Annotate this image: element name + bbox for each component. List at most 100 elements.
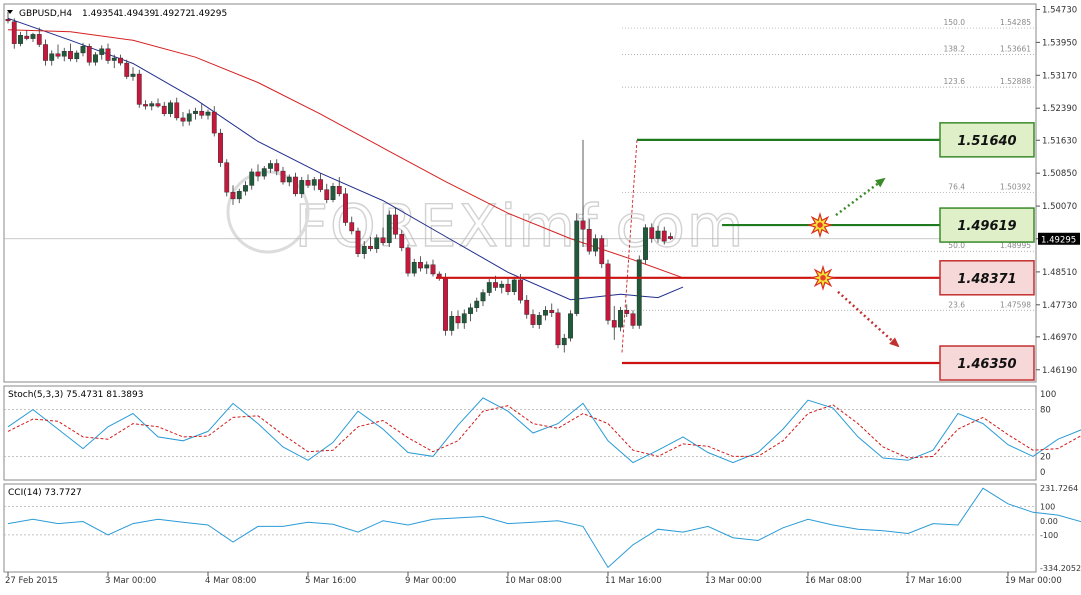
price-tick-label: 1.47730	[1042, 301, 1077, 311]
cci-tick-label: 0.00	[1040, 517, 1058, 526]
arrow-head	[889, 337, 900, 348]
bearish-candle	[24, 35, 30, 39]
price-tick-label: 1.51630	[1042, 136, 1077, 146]
bearish-candle	[399, 234, 405, 249]
bullish-candle	[374, 237, 380, 249]
bearish-candle	[318, 179, 323, 190]
bearish-candle	[230, 191, 236, 200]
time-tick-label: 5 Mar 16:00	[305, 576, 356, 586]
bearish-candle	[393, 214, 398, 235]
candlestick-series	[5, 11, 673, 353]
moving-average-1-line	[7, 17, 684, 301]
bearish-candle	[549, 310, 555, 314]
ohlc-value: 1.49295	[190, 9, 227, 19]
stoch-tick-label: 100	[1040, 390, 1056, 400]
bearish-candle	[305, 180, 311, 186]
bearish-candle	[211, 111, 217, 134]
burst-core	[817, 222, 823, 228]
cci-tick-label: -100	[1040, 531, 1058, 540]
bullish-candle	[593, 238, 598, 252]
fib-ratio-label: 138.2	[944, 45, 966, 54]
bearish-target-arrow	[837, 290, 900, 348]
price-tick-label: 1.46190	[1042, 366, 1077, 376]
bearish-candle	[174, 102, 180, 119]
bullish-candle	[449, 315, 455, 331]
stochastic-indicator: 100 80 20 0	[4, 390, 1081, 478]
bearish-candle	[605, 263, 611, 321]
bearish-candle	[380, 237, 386, 243]
bearish-candle	[324, 189, 330, 200]
stoch-tick-label: 0	[1040, 468, 1045, 478]
cci-tick-label: 100	[1040, 503, 1055, 512]
ohlc-value: 1.49439	[118, 9, 155, 19]
fib-ratio-label: 23.6	[948, 300, 965, 309]
bearish-candle	[493, 282, 498, 288]
chart-background: FOREXimf.com	[3, 3, 1037, 573]
ohlc-value: 1.49354	[82, 9, 119, 19]
bullish-candle	[268, 163, 273, 169]
bearish-candle	[599, 238, 605, 265]
chart-symbol-label: GBPUSD,H4	[19, 9, 72, 19]
bullish-candle	[99, 48, 105, 55]
bullish-candle	[93, 54, 98, 63]
bullish-candle	[80, 45, 86, 54]
price-tick-label: 1.50070	[1042, 202, 1077, 212]
bullish-candle	[568, 313, 573, 339]
fib-price-label: 1.47598	[1000, 300, 1031, 309]
bearish-candle	[36, 34, 42, 45]
bearish-candle	[355, 230, 361, 254]
bearish-candle	[136, 73, 142, 105]
bullish-target-arrow	[835, 177, 886, 217]
bearish-candle	[143, 104, 148, 107]
bullish-candle	[486, 282, 492, 293]
bearish-candle	[218, 132, 223, 163]
cci-tick-label: 231.7264	[1040, 484, 1078, 493]
price-tick-label: 1.52390	[1042, 104, 1077, 114]
bearish-candle	[105, 48, 111, 61]
time-tick-label: 3 Mar 00:00	[105, 576, 156, 586]
bearish-candle	[661, 230, 667, 242]
cci-label: CCI(14) 73.7727	[8, 488, 82, 498]
fibonacci-retracement: 150.0 1.54285 138.2 1.53661 123.6 1.52888 76.4…	[621, 18, 1036, 353]
bullish-candle	[536, 315, 542, 325]
bullish-candle	[655, 230, 661, 239]
bullish-candle	[643, 227, 648, 260]
bearish-candle	[118, 57, 123, 64]
bullish-candle	[249, 171, 255, 186]
ohlc-value: 1.49272	[154, 9, 191, 19]
bearish-candle	[649, 227, 655, 239]
current-price-label: 1.49295	[1041, 235, 1076, 245]
bullish-candle	[468, 307, 473, 314]
time-tick-label: 13 Mar 00:00	[705, 576, 762, 586]
stochastic-pane-frame	[3, 385, 1037, 481]
time-tick-label: 10 Mar 08:00	[505, 576, 562, 586]
cci-tick-label: -334.2052	[1040, 564, 1081, 573]
bearish-candle	[368, 245, 373, 249]
cci-pane-frame	[3, 483, 1037, 573]
level-box-entry_buy	[939, 207, 1035, 243]
burst-core	[820, 274, 826, 281]
bearish-candle	[224, 162, 230, 193]
bearish-candle	[580, 220, 586, 230]
fib-trend-line	[621, 139, 638, 353]
bullish-candle	[168, 102, 173, 114]
bearish-candle	[155, 103, 161, 107]
bullish-candle	[61, 51, 67, 57]
bearish-candle	[518, 279, 523, 301]
price-tick-label: 1.50850	[1042, 169, 1077, 179]
price-tick-label: 1.53950	[1042, 38, 1077, 48]
bearish-candle	[555, 312, 561, 346]
stoch-tick-label: 20	[1040, 452, 1051, 462]
symbol-dropdown-icon	[7, 10, 13, 14]
bearish-candle	[68, 51, 73, 60]
bearish-candle	[418, 261, 423, 269]
bullish-candle	[18, 35, 23, 44]
bullish-candle	[461, 313, 467, 324]
bearish-candle	[199, 110, 205, 116]
stochastic-label: Stoch(5,3,3) 75.4731 81.3893	[8, 390, 143, 400]
bearish-candle	[349, 222, 355, 232]
cci-indicator: 231.7264 100 0.00 -100 -334.2052	[4, 484, 1081, 573]
